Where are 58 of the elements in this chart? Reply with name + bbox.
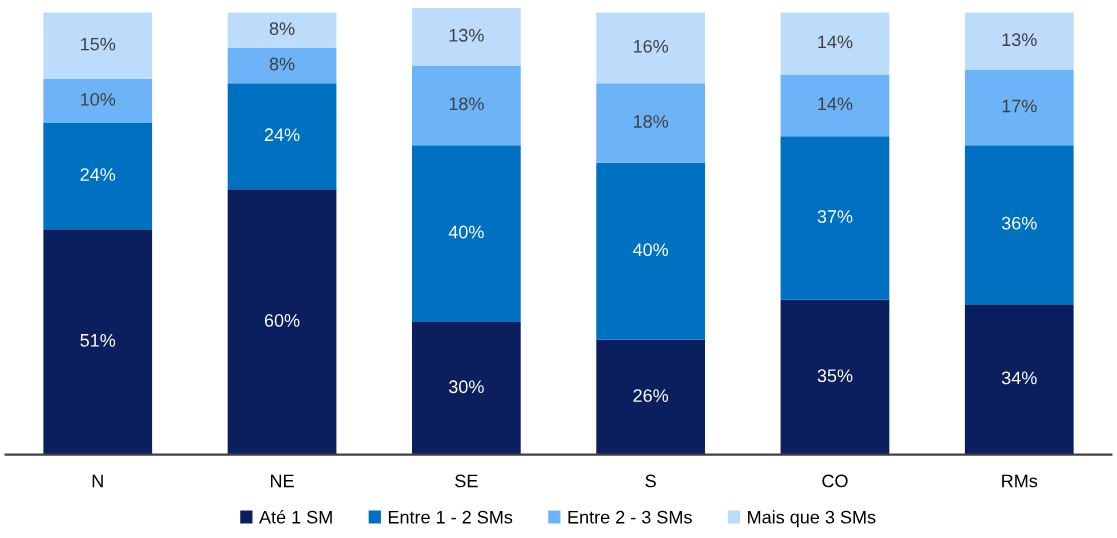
data-label: 60% xyxy=(264,314,300,327)
bar xyxy=(411,321,521,455)
bar xyxy=(964,304,1074,455)
bar xyxy=(43,12,153,79)
bar xyxy=(227,12,337,48)
x-tick-label: S xyxy=(645,474,656,488)
bar xyxy=(43,229,153,455)
data-label: 8% xyxy=(269,57,295,71)
data-label: 13% xyxy=(1002,33,1037,47)
data-label: 16% xyxy=(633,39,669,53)
data-label: 14% xyxy=(818,35,853,49)
data-label: 18% xyxy=(449,97,484,111)
bar xyxy=(780,74,890,137)
data-label: 13% xyxy=(449,28,484,42)
bar xyxy=(43,78,153,124)
bar xyxy=(227,83,337,190)
data-label: 15% xyxy=(81,37,116,51)
bar xyxy=(780,136,890,300)
data-label: 14% xyxy=(818,97,853,111)
data-label: 10% xyxy=(81,92,116,106)
data-label: 51% xyxy=(80,334,116,347)
bar xyxy=(411,145,521,322)
legend-label: Até 1 SM xyxy=(259,510,332,524)
x-tick-label: CO xyxy=(822,474,848,488)
x-tick-label: SE xyxy=(455,474,478,488)
bar xyxy=(411,8,521,66)
data-label: 24% xyxy=(264,128,300,142)
data-label: 40% xyxy=(633,243,669,257)
bar xyxy=(596,339,706,455)
bar xyxy=(596,12,706,84)
bar xyxy=(227,189,337,455)
bar xyxy=(780,12,890,75)
legend-label: Entre 2 - 3 SMs xyxy=(568,510,692,524)
bar xyxy=(964,145,1074,305)
bar xyxy=(964,12,1074,70)
data-label: 36% xyxy=(1001,216,1037,230)
x-tick-label: RMs xyxy=(1002,474,1038,488)
data-label: 8% xyxy=(269,22,295,36)
data-label: 34% xyxy=(1001,371,1037,385)
x-tick-label: N xyxy=(92,474,103,488)
data-label: 24% xyxy=(80,168,116,181)
data-label: 18% xyxy=(633,115,669,128)
legend-label: Mais que 3 SMs xyxy=(748,510,876,528)
bar xyxy=(596,162,706,340)
data-label: 37% xyxy=(817,210,853,223)
data-label: 35% xyxy=(817,369,853,383)
legend-label: Entre 1 - 2 SMs xyxy=(388,510,513,524)
data-label: 17% xyxy=(1002,99,1037,113)
data-label: 26% xyxy=(633,389,669,402)
bar xyxy=(43,123,153,230)
x-tick-label: NE xyxy=(270,474,294,488)
bar xyxy=(411,65,521,146)
bar xyxy=(227,47,337,84)
bar xyxy=(780,299,890,455)
data-label: 30% xyxy=(448,380,484,394)
bar xyxy=(596,83,706,163)
bar xyxy=(964,69,1074,146)
data-label: 40% xyxy=(448,225,484,239)
